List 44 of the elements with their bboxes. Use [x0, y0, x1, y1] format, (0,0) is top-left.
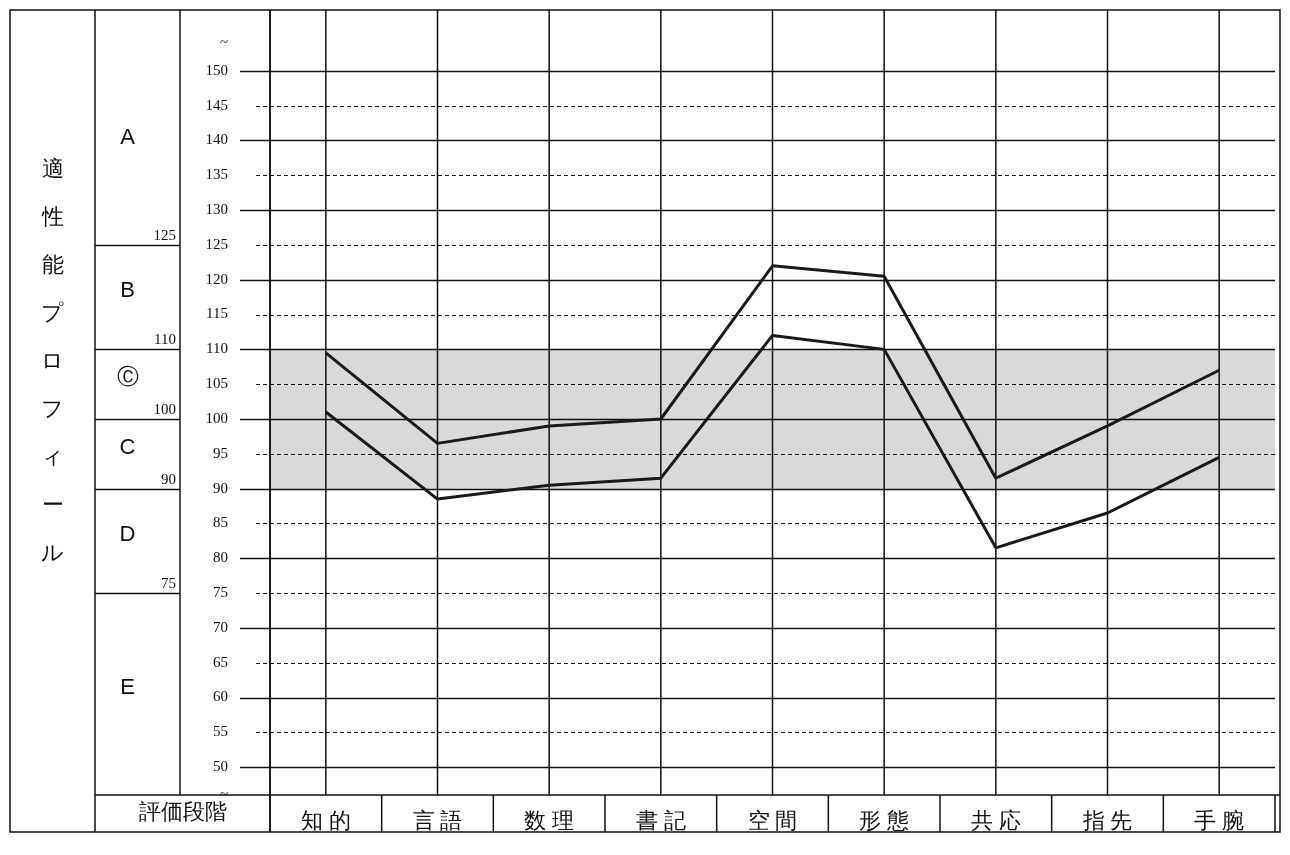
x-tick-label: 共 応: [971, 807, 1021, 833]
x-tick-label: 言 語: [412, 807, 463, 833]
y-tick-label: 115: [206, 305, 228, 322]
y-tick-label: 140: [205, 131, 228, 148]
ref-line-label: 75: [161, 574, 176, 591]
text: E: [120, 674, 135, 700]
ref-line-label: 90: [161, 470, 176, 487]
y-tick-label: 70: [213, 618, 228, 635]
x-tick-label: 形 態: [859, 807, 909, 833]
text: Ⓒ: [116, 364, 139, 390]
y-tick-label: 80: [213, 549, 228, 566]
text: 適性能プロフィール: [41, 156, 64, 566]
ref-line-label: 100: [153, 400, 176, 417]
y-tick-label: 145: [205, 96, 228, 113]
y-tick-label: 130: [205, 201, 228, 218]
y-tick-label: 60: [213, 688, 228, 705]
y-tick-label: 85: [213, 514, 228, 531]
y-tick-label: 95: [213, 444, 228, 461]
y-tick-label: 100: [205, 409, 228, 426]
x-tick-label: 書 記: [636, 807, 686, 833]
x-tick-label: 手 腕: [1194, 807, 1244, 833]
y-tick-label: 120: [205, 270, 228, 287]
y-tick-label: 110: [206, 340, 228, 357]
text: A: [120, 124, 136, 150]
y-tick-label: 135: [205, 166, 228, 183]
ref-line-label: 110: [154, 330, 176, 347]
y-tick-label: 105: [205, 375, 228, 392]
x-tick-label: 空 間: [747, 807, 798, 833]
y-tick-label: ~: [219, 33, 228, 50]
text: D: [119, 520, 136, 546]
x-tick-label: 指 先: [1081, 807, 1133, 833]
y-tick-label: 125: [205, 235, 228, 252]
x-tick-label: 数 理: [524, 807, 574, 833]
y-tick-label: 90: [213, 479, 228, 496]
y-tick-label: 65: [213, 653, 228, 670]
y-tick-label: 55: [213, 723, 228, 740]
text: B: [120, 277, 135, 303]
x-tick-label: 知 的: [301, 807, 351, 833]
y-tick-label: 50: [213, 758, 228, 775]
ref-line-label: 125: [153, 226, 176, 243]
y-tick-label: 75: [213, 584, 228, 601]
text: C: [119, 433, 136, 459]
y-tick-label: 150: [205, 61, 228, 78]
x-axis-title: 評価段階: [138, 799, 227, 825]
